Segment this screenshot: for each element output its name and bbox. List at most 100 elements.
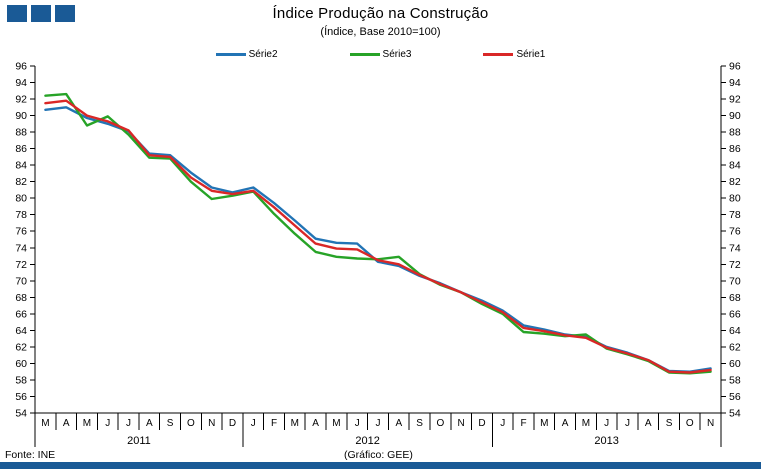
y-tick-label: 92 bbox=[729, 94, 741, 106]
y-tick-label: 60 bbox=[15, 358, 27, 370]
y-tick-label: 96 bbox=[729, 61, 741, 73]
legend-line-sample bbox=[349, 53, 380, 56]
series-line-Série1 bbox=[44, 99, 712, 374]
month-label: M bbox=[540, 418, 548, 429]
y-tick-label: 84 bbox=[729, 160, 741, 172]
month-label: J bbox=[500, 418, 505, 429]
logo bbox=[7, 5, 75, 22]
y-tick-label: 72 bbox=[15, 259, 27, 271]
month-label: N bbox=[458, 418, 465, 429]
month-label: A bbox=[63, 418, 70, 429]
legend-label: Série3 bbox=[382, 49, 412, 60]
month-label: A bbox=[312, 418, 319, 429]
y-tick-label: 86 bbox=[15, 143, 27, 155]
y-tick-label: 68 bbox=[729, 292, 741, 304]
month-label: A bbox=[562, 418, 569, 429]
y-tick-label: 72 bbox=[729, 259, 741, 271]
month-label: O bbox=[686, 418, 694, 429]
legend-entry-serie3: Série3 bbox=[349, 49, 412, 60]
y-tick-label: 70 bbox=[15, 275, 27, 287]
month-label: J bbox=[355, 418, 360, 429]
month-label: J bbox=[604, 418, 609, 429]
y-tick-label: 78 bbox=[15, 209, 27, 221]
y-tick-label: 68 bbox=[15, 292, 27, 304]
y-tick-label: 76 bbox=[729, 226, 741, 238]
month-label: O bbox=[436, 418, 444, 429]
month-label: F bbox=[271, 418, 277, 429]
y-tick-label: 76 bbox=[15, 226, 27, 238]
legend-line-sample bbox=[483, 53, 514, 56]
y-tick-label: 90 bbox=[15, 110, 27, 122]
month-label: M bbox=[83, 418, 91, 429]
y-tick-label: 60 bbox=[729, 358, 741, 370]
chart-legend: Série2 Série3 Série1 bbox=[0, 49, 761, 60]
month-label: J bbox=[126, 418, 131, 429]
y-tick-label: 58 bbox=[729, 374, 741, 386]
month-label: D bbox=[229, 418, 236, 429]
y-tick-label: 92 bbox=[15, 94, 27, 106]
y-tick-label: 88 bbox=[15, 127, 27, 139]
y-tick-label: 56 bbox=[15, 391, 27, 403]
month-label: M bbox=[582, 418, 590, 429]
month-label: N bbox=[707, 418, 714, 429]
y-tick-label: 94 bbox=[729, 77, 741, 89]
y-tick-label: 90 bbox=[729, 110, 741, 122]
month-label: M bbox=[291, 418, 299, 429]
legend-line-sample bbox=[215, 53, 246, 56]
y-tick-label: 88 bbox=[729, 127, 741, 139]
month-label: F bbox=[520, 418, 526, 429]
y-tick-label: 80 bbox=[15, 193, 27, 205]
year-label: 2013 bbox=[594, 435, 618, 447]
source-note: Fonte: INE bbox=[5, 449, 56, 461]
y-tick-label: 70 bbox=[729, 275, 741, 287]
y-tick-label: 96 bbox=[15, 61, 27, 73]
series-line-Série3 bbox=[44, 92, 712, 375]
month-label: J bbox=[376, 418, 381, 429]
chart-title: Índice Produção na Construção bbox=[272, 5, 489, 22]
y-tick-label: 94 bbox=[15, 77, 27, 89]
series-line-Série2 bbox=[44, 106, 712, 373]
legend-entry-serie1: Série1 bbox=[483, 49, 545, 60]
month-label: A bbox=[395, 418, 402, 429]
y-tick-label: 64 bbox=[15, 325, 27, 337]
month-label: M bbox=[332, 418, 340, 429]
legend-label: Série2 bbox=[248, 49, 278, 60]
bottom-bar bbox=[0, 462, 761, 469]
year-label: 2012 bbox=[355, 435, 379, 447]
y-tick-label: 78 bbox=[729, 209, 741, 221]
y-tick-label: 58 bbox=[15, 374, 27, 386]
month-label: S bbox=[167, 418, 174, 429]
month-label: O bbox=[187, 418, 195, 429]
y-tick-label: 84 bbox=[15, 160, 27, 172]
month-label: D bbox=[478, 418, 485, 429]
month-label: N bbox=[208, 418, 215, 429]
month-label: J bbox=[625, 418, 630, 429]
y-tick-label: 62 bbox=[15, 341, 27, 353]
month-label: J bbox=[105, 418, 110, 429]
y-tick-label: 62 bbox=[729, 341, 741, 353]
month-label: M bbox=[41, 418, 49, 429]
y-tick-label: 66 bbox=[15, 308, 27, 320]
y-tick-label: 74 bbox=[729, 242, 741, 254]
y-tick-label: 54 bbox=[15, 408, 27, 420]
legend-entry-serie2: Série2 bbox=[215, 49, 278, 60]
year-label: 2011 bbox=[127, 435, 151, 447]
logo-square-icon bbox=[7, 5, 27, 22]
legend-label: Série1 bbox=[516, 49, 546, 60]
y-tick-label: 56 bbox=[729, 391, 741, 403]
month-label: A bbox=[645, 418, 652, 429]
y-tick-label: 86 bbox=[729, 143, 741, 155]
y-tick-label: 80 bbox=[729, 193, 741, 205]
logo-square-icon bbox=[55, 5, 75, 22]
month-label: J bbox=[251, 418, 256, 429]
credit-note: (Gráfico: GEE) bbox=[344, 449, 413, 461]
month-label: S bbox=[666, 418, 673, 429]
y-tick-label: 54 bbox=[729, 408, 741, 420]
y-tick-label: 64 bbox=[729, 325, 741, 337]
chart-subtitle: (Índice, Base 2010=100) bbox=[320, 26, 441, 38]
logo-square-icon bbox=[31, 5, 51, 22]
y-tick-label: 74 bbox=[15, 242, 27, 254]
y-tick-label: 82 bbox=[729, 176, 741, 188]
